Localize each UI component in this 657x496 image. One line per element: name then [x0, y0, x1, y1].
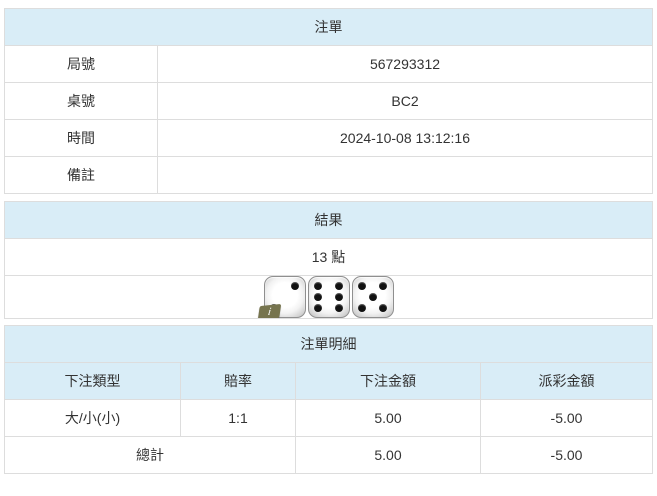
die-pip: [358, 303, 367, 312]
remark-value: [157, 156, 653, 194]
round-id-value: 567293312: [157, 45, 653, 83]
die-face-5: [351, 276, 394, 318]
total-payout: -5.00: [480, 436, 653, 474]
bet-record-page: 注單 局號 567293312 桌號 BC2 時間 2024-10-08 13:…: [4, 8, 653, 474]
bet-ticket-panel: 注單 局號 567293312 桌號 BC2 時間 2024-10-08 13:…: [4, 8, 653, 194]
result-panel: 結果 13 點 i: [4, 201, 653, 319]
die-pip: [334, 293, 343, 301]
round-id-label: 局號: [4, 45, 158, 83]
col-odds: 賠率: [180, 362, 296, 400]
payout-cell: -5.00: [480, 399, 653, 437]
die-pip: [314, 303, 323, 312]
dice-container: i: [9, 276, 648, 318]
dice-cell: i: [4, 275, 653, 319]
die-pip: [368, 293, 377, 301]
die-pip: [378, 282, 387, 291]
die-face-6: [307, 276, 350, 318]
bet-ticket-title: 注單: [4, 8, 653, 46]
die-pip: [314, 282, 323, 291]
dice-row: i: [4, 275, 653, 319]
table-number-label: 桌號: [4, 82, 158, 120]
bet-details-title: 注單明細: [4, 325, 653, 363]
points-row: 13 點: [4, 238, 653, 276]
die-face-2: i: [257, 276, 306, 318]
bet-type-cell: 大/小(小): [4, 399, 181, 437]
round-id-row: 局號 567293312: [4, 45, 653, 83]
bet-details-header-row: 注單明細: [4, 325, 653, 363]
time-label: 時間: [4, 119, 158, 157]
total-bet-amount: 5.00: [295, 436, 481, 474]
table-number-value: BC2: [157, 82, 653, 120]
total-row: 總計 5.00 -5.00: [4, 436, 653, 474]
bet-amount-cell: 5.00: [295, 399, 481, 437]
die-pip: [334, 282, 343, 291]
bet-ticket-header-row: 注單: [4, 8, 653, 46]
odds-cell: 1:1: [180, 399, 296, 437]
col-payout: 派彩金額: [480, 362, 653, 400]
result-title: 結果: [4, 201, 653, 239]
result-header-row: 結果: [4, 201, 653, 239]
col-bet-type: 下注類型: [4, 362, 181, 400]
die-pip: [314, 293, 323, 301]
total-label: 總計: [4, 436, 296, 474]
time-value: 2024-10-08 13:12:16: [157, 119, 653, 157]
column-header-row: 下注類型 賠率 下注金額 派彩金額: [4, 362, 653, 400]
bet-details-panel: 注單明細 下注類型 賠率 下注金額 派彩金額 大/小(小) 1:1 5.00 -…: [4, 325, 653, 474]
die-pip: [378, 303, 387, 312]
die-pip: [290, 282, 299, 291]
bet-row: 大/小(小) 1:1 5.00 -5.00: [4, 399, 653, 437]
remark-row: 備註: [4, 156, 653, 194]
table-number-row: 桌號 BC2: [4, 82, 653, 120]
die-pip: [358, 282, 367, 291]
time-row: 時間 2024-10-08 13:12:16: [4, 119, 653, 157]
die-pip: [334, 303, 343, 312]
points-value: 13 點: [4, 238, 653, 276]
remark-label: 備註: [4, 156, 158, 194]
col-bet-amount: 下注金額: [295, 362, 481, 400]
info-icon[interactable]: i: [257, 303, 281, 318]
